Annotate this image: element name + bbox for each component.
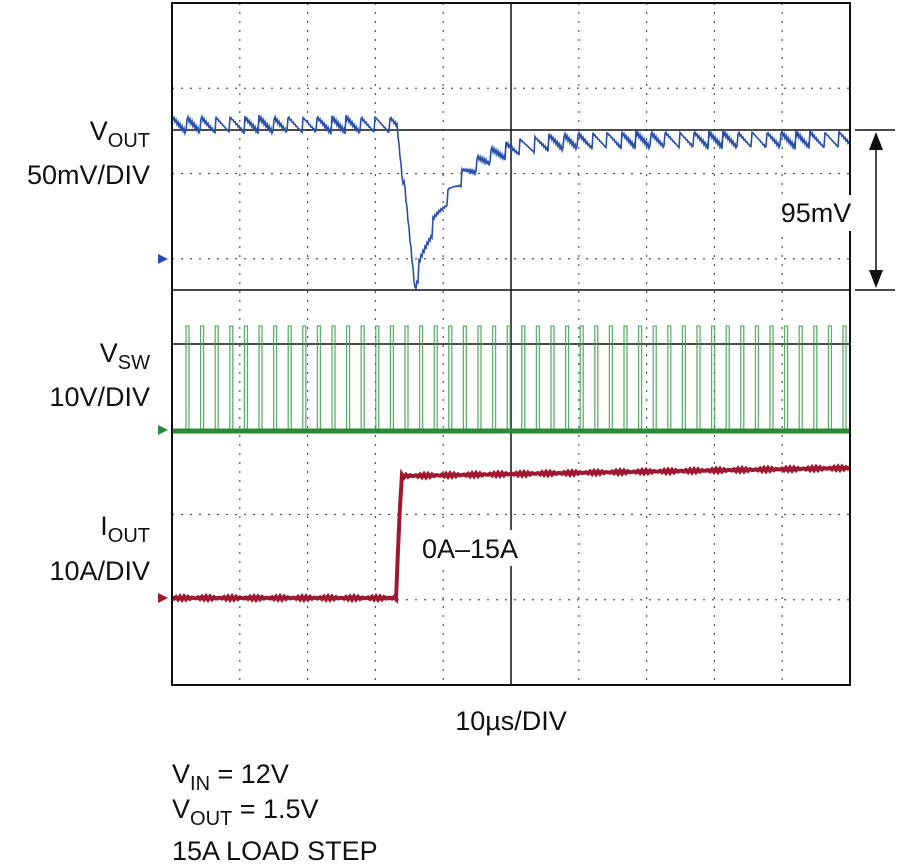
cond-main: V — [172, 794, 190, 824]
scope-frame — [171, 2, 851, 686]
scope-grid — [172, 3, 850, 685]
channel-marker — [158, 425, 168, 435]
channel-marker — [158, 593, 168, 603]
arrow-head — [869, 270, 883, 288]
iout-trace — [171, 463, 851, 604]
condition: VOUT = 1.5V — [172, 794, 319, 830]
channel-scale: 50mV/DIV — [27, 160, 150, 190]
channel-label: VOUT — [90, 116, 150, 152]
condition: VIN = 12V — [172, 759, 289, 795]
channel-marker — [158, 254, 168, 264]
condition: 15A LOAD STEP — [172, 836, 378, 866]
channel-scale: 10V/DIV — [49, 382, 150, 412]
cond-sub: IN — [190, 773, 210, 795]
label-sub: OUT — [108, 525, 150, 547]
step-label: 0A–15A — [422, 534, 518, 564]
cond-rest: = 12V — [210, 759, 289, 789]
label-bg — [415, 530, 525, 566]
arrow-head — [869, 132, 883, 150]
label-sub: OUT — [108, 130, 150, 152]
label-sub: SW — [118, 352, 150, 374]
channel-label: IOUT — [100, 511, 150, 547]
label-main: I — [100, 511, 108, 541]
cond-main: V — [172, 759, 190, 789]
waveforms — [171, 113, 851, 604]
cond-sub: OUT — [190, 808, 232, 830]
channel-scale: 10A/DIV — [49, 556, 150, 586]
label-main: V — [90, 116, 108, 146]
vout-trace — [171, 113, 851, 290]
label-main: V — [100, 338, 118, 368]
cond-rest: = 1.5V — [232, 794, 318, 824]
timebase: 10µs/DIV — [455, 706, 567, 736]
label-bg — [772, 195, 860, 231]
delta-label: 95mV — [781, 198, 852, 228]
channel-label: VSW — [100, 338, 150, 374]
